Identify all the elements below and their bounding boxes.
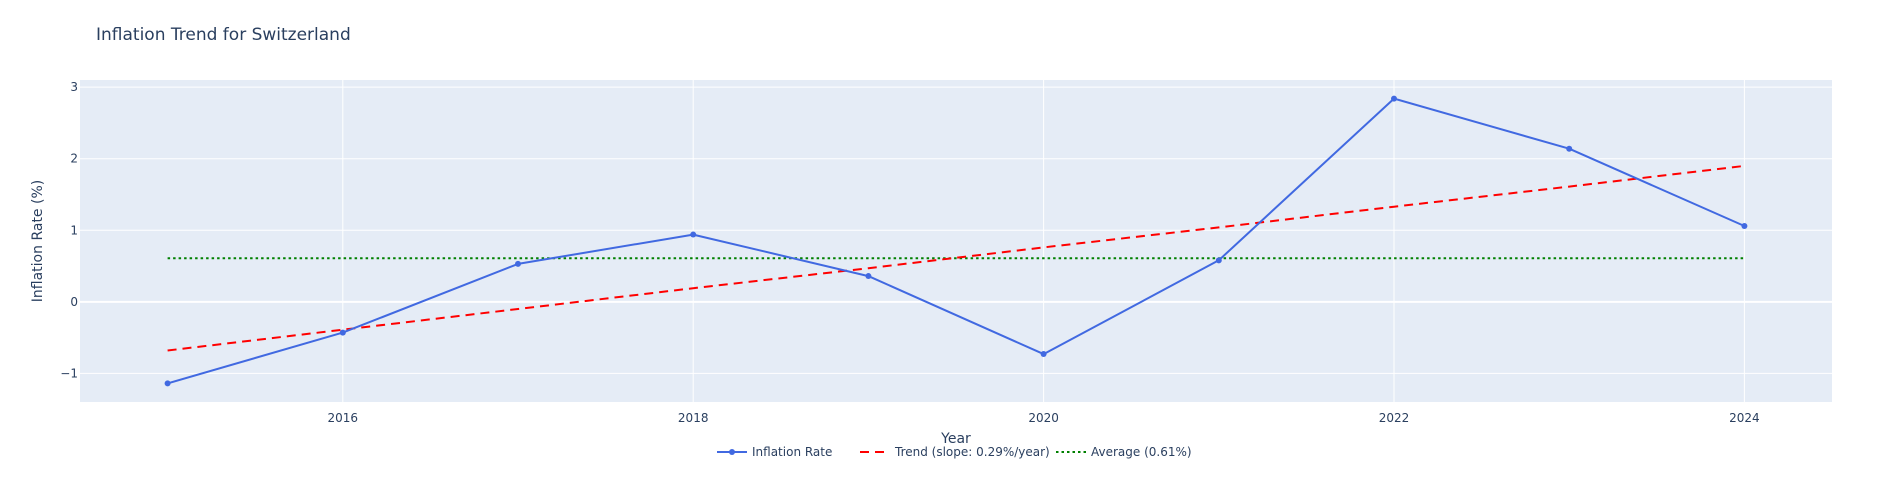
x-tick-label: 2020: [1028, 411, 1059, 425]
legend-label: Average (0.61%): [1091, 445, 1192, 459]
legend-item[interactable]: Average (0.61%): [1056, 445, 1192, 459]
series-layer: [164, 95, 1748, 387]
grid: [80, 80, 1832, 402]
series-line-1: [167, 164, 1745, 352]
y-tick-label: 1: [70, 223, 78, 237]
y-tick-label: 2: [70, 152, 78, 166]
data-point: [690, 231, 697, 238]
legend[interactable]: Inflation Rate Trend (slope: 0.29%/year) A…: [717, 445, 1192, 459]
y-tick-label: 0: [70, 295, 78, 309]
data-point: [1741, 222, 1748, 229]
x-tick-label: 2018: [678, 411, 709, 425]
data-point: [1040, 351, 1047, 358]
x-tick-label: 2022: [1379, 411, 1410, 425]
data-point: [1566, 145, 1573, 152]
plot-area: [80, 80, 1832, 402]
legend-item[interactable]: Trend (slope: 0.29%/year): [860, 445, 1050, 459]
chart-title: Inflation Trend for Switzerland: [96, 25, 351, 45]
data-point: [1215, 257, 1222, 264]
data-point: [515, 260, 521, 267]
legend-label: Trend (slope: 0.29%/year): [894, 445, 1050, 459]
series-line-0: [167, 97, 1745, 385]
legend-marker: [729, 449, 735, 455]
data-point: [339, 329, 346, 336]
data-point: [865, 273, 872, 280]
y-tick-label: 3: [70, 80, 78, 94]
data-point: [1391, 95, 1397, 102]
tick-labels: 2016 2018 2020 2022 2024 −1 0 1 2 3: [60, 80, 1759, 425]
legend-item[interactable]: Inflation Rate: [717, 445, 832, 459]
y-axis-title: Inflation Rate (%): [30, 180, 46, 302]
data-point: [164, 380, 171, 387]
x-tick-label: 2016: [328, 411, 359, 425]
x-axis-title: Year: [940, 431, 971, 447]
legend-label: Inflation Rate: [752, 445, 832, 459]
x-tick-label: 2024: [1729, 411, 1760, 425]
y-tick-label: −1: [60, 366, 78, 380]
